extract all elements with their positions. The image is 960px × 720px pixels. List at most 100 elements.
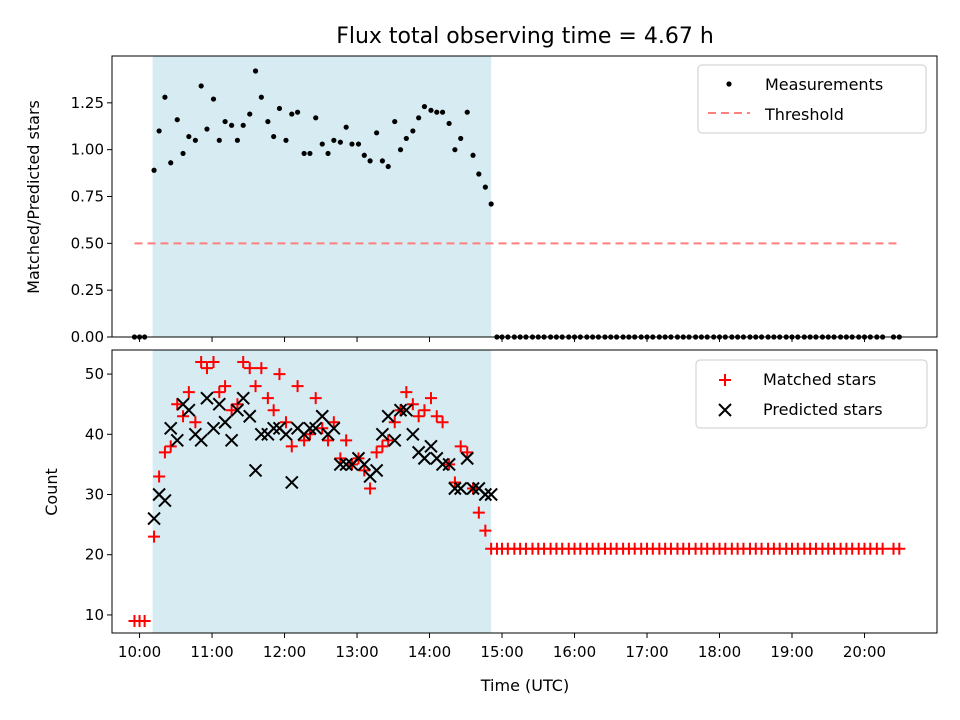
matched-stars-point (418, 404, 431, 417)
x-tick-label: 12:00 (263, 643, 306, 661)
y-tick-label: 40 (85, 425, 104, 443)
measurements-point (247, 111, 253, 117)
measurements-point (367, 158, 373, 164)
bottom-y-ticks: 10 20 30 40 50 (85, 365, 112, 624)
matched-stars-point (195, 356, 208, 369)
measurements-point (222, 118, 228, 125)
legend-measurements-label: Measurements (765, 75, 883, 94)
predicted-stars-point (393, 403, 408, 417)
measurements-point (385, 163, 391, 170)
x-axis-label: Time (UTC) (480, 676, 569, 695)
measurements-point (343, 124, 349, 130)
matched-stars-point (153, 470, 166, 483)
measurements-point (434, 109, 440, 115)
y-tick-label: 1.00 (71, 141, 104, 159)
predicted-stars-point (484, 487, 498, 502)
measurements-point (174, 117, 180, 123)
legend-predicted-label: Predicted stars (763, 400, 883, 419)
predicted-stars-point (375, 427, 390, 442)
matched-stars-point (255, 362, 268, 375)
matched-stars-point (138, 614, 151, 627)
y-tick-label: 20 (85, 546, 104, 564)
measurements-point (192, 137, 198, 143)
measurements-point (331, 137, 337, 143)
matched-stars-point (376, 440, 389, 453)
y-tick-label: 0.75 (71, 188, 104, 206)
x-tick-label: 10:00 (118, 643, 161, 661)
predicted-stars-point (357, 457, 371, 472)
matched-stars-point (213, 386, 226, 399)
measurements-point (379, 158, 386, 164)
measurements-point (186, 133, 192, 140)
bottom-y-axis-label: Count (42, 468, 61, 516)
measurements-point (349, 141, 355, 147)
y-tick-label: 10 (85, 606, 104, 624)
measurements-point (319, 141, 325, 147)
measurements-point (374, 130, 380, 136)
y-tick-label: 0.00 (71, 328, 104, 346)
measurements-point (151, 167, 157, 173)
measurements-point (265, 118, 271, 125)
predicted-stars-point (478, 487, 493, 502)
predicted-stars-point (417, 451, 432, 466)
matched-stars-point (285, 440, 298, 453)
top-legend: Measurements Threshold (697, 64, 927, 134)
predicted-stars-point (442, 457, 456, 472)
matched-stars-point (225, 404, 238, 417)
matched-stars-point (267, 404, 280, 417)
measurements-point (325, 150, 331, 157)
predicted-stars-point (406, 427, 420, 442)
matched-stars-point (200, 362, 213, 375)
measurements-point (276, 105, 283, 112)
predicted-stars-point (194, 433, 208, 448)
measurements-point (283, 137, 289, 143)
predicted-stars-point (369, 463, 384, 478)
matched-stars-point (370, 446, 383, 459)
measurements-point (156, 128, 162, 134)
matched-stars-point (412, 410, 425, 423)
predicted-stars-point (182, 403, 196, 417)
predicted-stars-point (309, 421, 323, 435)
predicted-stars-point (206, 421, 221, 435)
matched-stars-point (388, 416, 401, 429)
measurements-point (271, 133, 277, 140)
predicted-stars-point (453, 481, 468, 496)
measurements-point (252, 68, 259, 74)
predicted-stars-point (147, 511, 161, 526)
matched-stars-point (158, 446, 171, 459)
measurements-point (294, 109, 301, 115)
x-tick-label: 13:00 (335, 643, 378, 661)
matched-stars-point (237, 356, 250, 369)
predicted-stars-point (230, 403, 245, 417)
measurements-point (482, 184, 488, 190)
predicted-stars-point (236, 391, 250, 405)
matched-stars-point (249, 380, 262, 393)
measurements-point (289, 111, 295, 117)
matched-stars-point (261, 392, 274, 405)
matched-stars-point (309, 392, 322, 405)
matched-stars-point (479, 524, 492, 537)
matched-stars-point (327, 416, 340, 429)
matched-stars-point (148, 530, 161, 543)
legend-predicted-marker (718, 403, 732, 417)
y-tick-label: 50 (85, 365, 104, 383)
predicted-stars-point (266, 421, 281, 435)
measurements-point (168, 160, 174, 166)
matched-stars-point (189, 416, 202, 429)
predicted-stars-point (315, 409, 329, 423)
matched-stars-point (171, 398, 184, 411)
measurements-point (229, 122, 235, 128)
measurements-point (355, 141, 362, 147)
matched-stars-point (273, 368, 286, 381)
predicted-stars-point (435, 457, 450, 472)
predicted-stars-point (303, 421, 317, 435)
x-tick-label: 14:00 (408, 643, 451, 661)
matched-stars-point (436, 416, 449, 429)
observing-window-shade (152, 56, 492, 337)
predicted-stars-point (224, 433, 239, 448)
predicted-stars-point (279, 427, 293, 442)
predicted-stars-point (248, 463, 263, 478)
measurements-point (458, 135, 464, 142)
predicted-stars-point (327, 421, 341, 435)
legend-threshold-label: Threshold (764, 105, 844, 124)
